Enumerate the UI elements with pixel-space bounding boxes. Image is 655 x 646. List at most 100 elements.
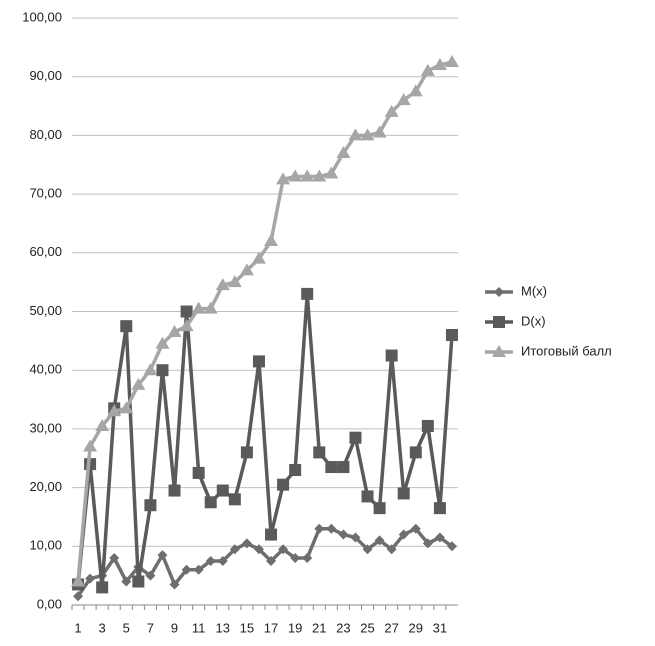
data-point (251, 251, 266, 264)
data-point (313, 446, 326, 459)
data-point (120, 320, 133, 333)
data-point (192, 466, 205, 479)
data-point (180, 305, 193, 318)
data-point (409, 446, 422, 459)
data-point (348, 128, 363, 141)
y-tick-label: 100,00 (22, 9, 62, 24)
y-tick-label: 30,00 (29, 420, 62, 435)
data-point (191, 301, 206, 314)
data-point (410, 523, 421, 534)
data-point (276, 172, 291, 185)
data-point (204, 496, 217, 509)
data-point (373, 502, 386, 515)
data-point (83, 439, 98, 452)
data-point (350, 532, 361, 543)
legend-marker (492, 345, 506, 357)
data-point (446, 541, 457, 552)
y-tick-label: 70,00 (29, 186, 62, 201)
y-tick-label: 20,00 (29, 479, 62, 494)
y-tick-label: 40,00 (29, 362, 62, 377)
data-point (95, 418, 110, 431)
data-point (131, 377, 146, 390)
data-point (374, 535, 385, 546)
x-tick-label: 19 (288, 620, 302, 635)
legend-label: Итоговый балл (521, 343, 612, 358)
data-point (289, 463, 302, 476)
data-point (433, 502, 446, 515)
legend-marker (494, 287, 504, 297)
x-tick-label: 25 (360, 620, 374, 635)
data-point (421, 419, 434, 432)
x-tick-label: 15 (240, 620, 254, 635)
data-point (121, 576, 132, 587)
data-point (155, 336, 170, 349)
x-tick-label: 31 (433, 620, 447, 635)
data-point (432, 57, 447, 70)
data-point (119, 401, 134, 414)
data-point (264, 234, 279, 247)
data-point (445, 328, 458, 341)
data-point (422, 538, 433, 549)
data-point (168, 484, 181, 497)
data-point (398, 529, 409, 540)
data-point (145, 570, 156, 581)
data-point (253, 544, 264, 555)
data-point (179, 319, 194, 332)
data-point (385, 349, 398, 362)
data-point (302, 553, 313, 564)
data-point (228, 493, 241, 506)
data-point (156, 364, 169, 377)
data-point (362, 544, 373, 555)
data-point (193, 564, 204, 575)
x-tick-label: 23 (336, 620, 350, 635)
x-tick-label: 13 (216, 620, 230, 635)
data-point (132, 575, 145, 588)
x-tick-label: 17 (264, 620, 278, 635)
data-point (278, 544, 289, 555)
data-point (205, 555, 216, 566)
data-point (181, 564, 192, 575)
data-point (73, 591, 84, 602)
data-point (215, 278, 230, 291)
data-point (372, 125, 387, 138)
data-point (277, 478, 290, 491)
data-point (240, 446, 253, 459)
y-tick-label: 0,00 (37, 596, 62, 611)
data-point (229, 544, 240, 555)
data-point (337, 461, 350, 474)
data-point (266, 555, 277, 566)
data-point (324, 166, 339, 179)
data-point (265, 528, 278, 541)
data-point (301, 287, 314, 300)
data-point (314, 523, 325, 534)
data-point (203, 301, 218, 314)
data-point (217, 555, 228, 566)
y-tick-label: 90,00 (29, 68, 62, 83)
data-point (252, 355, 265, 368)
data-point (241, 538, 252, 549)
data-point (325, 461, 338, 474)
data-point (420, 63, 435, 76)
data-point (444, 55, 459, 68)
data-point (239, 263, 254, 276)
x-tick-label: 5 (123, 620, 130, 635)
data-point (143, 363, 158, 376)
data-point (384, 104, 399, 117)
x-tick-label: 11 (192, 620, 206, 635)
data-point (71, 574, 86, 587)
data-point (227, 275, 242, 288)
data-point (408, 84, 423, 97)
data-point (290, 553, 301, 564)
data-point (386, 544, 397, 555)
data-point (169, 579, 180, 590)
data-point (96, 581, 109, 594)
data-point (144, 499, 157, 512)
x-tick-label: 7 (147, 620, 154, 635)
data-point (216, 484, 229, 497)
data-point (396, 93, 411, 106)
data-point (312, 169, 327, 182)
data-point (157, 550, 168, 561)
data-point (434, 532, 445, 543)
